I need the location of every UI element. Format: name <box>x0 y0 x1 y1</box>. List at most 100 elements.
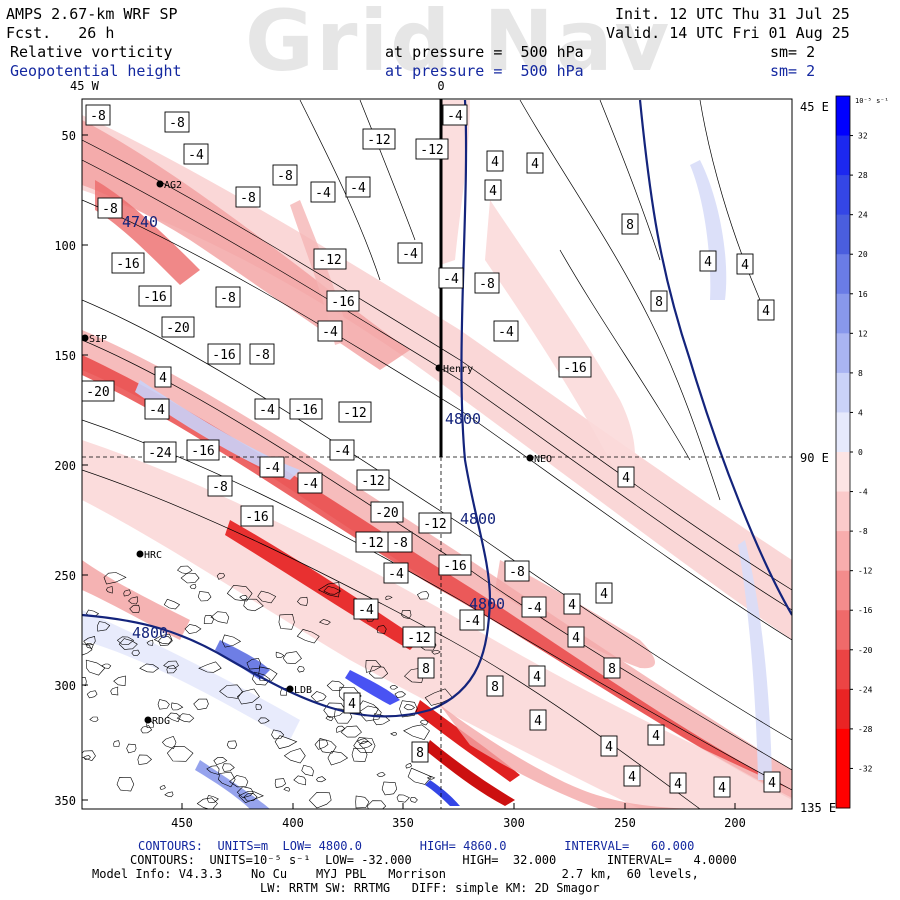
vorticity-label: -4 <box>493 320 519 342</box>
vorticity-label: 8 <box>486 675 504 697</box>
small-contour <box>128 596 139 605</box>
small-contour <box>82 750 96 761</box>
svg-text:-4: -4 <box>464 614 480 629</box>
vorticity-label: -4 <box>259 456 285 478</box>
small-contour <box>353 737 376 754</box>
vorticity-label: -4 <box>438 267 464 289</box>
vorticity-label: -8 <box>97 197 123 219</box>
vorticity-label: 4 <box>757 299 775 321</box>
small-contour <box>366 800 387 809</box>
vorticity-label: -4 <box>297 472 323 494</box>
vorticity-label: -16 <box>240 505 274 527</box>
x-tick-label: 450 <box>171 816 193 830</box>
svg-text:-12: -12 <box>343 406 366 421</box>
small-contour <box>206 795 219 803</box>
small-contour <box>246 657 261 670</box>
station-dot <box>526 454 534 462</box>
small-contour <box>85 642 94 649</box>
svg-text:4: 4 <box>622 471 630 486</box>
forecast-hour: Fcst. 26 h <box>6 24 115 42</box>
x-tick-label: 350 <box>392 816 414 830</box>
small-contour <box>189 583 197 590</box>
svg-text:4: 4 <box>768 776 776 791</box>
svg-text:-12: -12 <box>367 133 390 148</box>
small-contour <box>255 704 263 711</box>
footer-vorticity-contours: CONTOURS: UNITS=10⁻⁵ s⁻¹ LOW= -32.000 HI… <box>130 853 737 867</box>
y-tick-label: 250 <box>54 569 76 583</box>
colorbar-segment <box>836 610 850 651</box>
svg-text:-8: -8 <box>220 291 236 306</box>
small-contour <box>403 724 430 741</box>
small-contour <box>238 791 264 804</box>
svg-text:-12: -12 <box>407 631 430 646</box>
svg-text:-16: -16 <box>245 510 268 525</box>
vorticity-label: 4 <box>713 776 731 798</box>
y-tick-label: 100 <box>54 239 76 253</box>
svg-text:-8: -8 <box>254 348 270 363</box>
small-contour <box>274 778 286 788</box>
colorbar-segment <box>836 689 850 730</box>
watermark: Grid Nav <box>245 0 672 90</box>
colorbar-segment <box>836 293 850 334</box>
vorticity-label: -4 <box>353 598 379 620</box>
station-dot <box>81 334 89 342</box>
small-contour <box>355 795 370 809</box>
svg-text:8: 8 <box>422 662 430 677</box>
svg-text:-12: -12 <box>420 143 443 158</box>
station-hrc: HRC <box>144 550 162 561</box>
colorbar-segment <box>836 175 850 216</box>
vorticity-label: 8 <box>411 741 429 763</box>
vorticity-label: -4 <box>310 181 336 203</box>
vorticity-label: -4 <box>317 320 343 342</box>
small-contour <box>166 746 194 762</box>
lon-label-right-bottom: 135 E <box>800 801 836 815</box>
svg-text:4: 4 <box>159 371 167 386</box>
vorticity-label: -8 <box>235 186 261 208</box>
svg-text:-8: -8 <box>169 116 185 131</box>
x-tick-label: 300 <box>503 816 525 830</box>
svg-text:-4: -4 <box>188 148 204 163</box>
svg-text:-4: -4 <box>322 325 338 340</box>
svg-text:-8: -8 <box>102 202 118 217</box>
vorticity-label: -16 <box>138 285 172 307</box>
small-contour <box>226 740 238 749</box>
vorticity-label: -8 <box>272 164 298 186</box>
svg-text:-4: -4 <box>334 444 350 459</box>
station-dot <box>144 716 152 724</box>
vorticity-label: -8 <box>387 531 413 553</box>
vorticity-label: -4 <box>144 398 170 420</box>
vorticity-label: 4 <box>484 179 502 201</box>
vorticity-label: -4 <box>442 104 468 126</box>
small-contour <box>431 649 441 655</box>
small-contour <box>97 621 111 632</box>
small-contour <box>83 755 91 761</box>
lon-label-top-center: 0 <box>437 79 444 93</box>
vorticity-label: 4 <box>600 735 618 757</box>
vorticity-label: -8 <box>207 475 233 497</box>
small-contour <box>301 764 314 777</box>
x-tick-label: 250 <box>614 816 636 830</box>
small-contour <box>271 729 285 740</box>
svg-text:-8: -8 <box>240 191 256 206</box>
small-contour <box>140 725 153 734</box>
colorbar-label: 8 <box>858 369 863 378</box>
svg-text:4: 4 <box>674 777 682 792</box>
vorticity-label: -16 <box>111 252 145 274</box>
svg-text:-4: -4 <box>388 567 404 582</box>
vorticity-label: -8 <box>215 286 241 308</box>
small-contour <box>229 775 249 788</box>
x-tick-label: 400 <box>282 816 304 830</box>
svg-text:-8: -8 <box>277 169 293 184</box>
svg-text:4: 4 <box>572 631 580 646</box>
footer-model-info: Model Info: V4.3.3 No Cu MYJ PBL Morriso… <box>92 867 699 881</box>
colorbar-label: -24 <box>858 685 873 694</box>
small-contour <box>401 609 412 619</box>
colorbar-label: 4 <box>858 408 863 417</box>
height-labels: 4740 4800 4800 4800 4800 <box>122 213 505 642</box>
station-ag2: AG2 <box>164 180 182 191</box>
stations: AG2 SIP Henry NEO HRC LDB RDG <box>81 180 552 727</box>
colorbar-label: 20 <box>858 250 868 259</box>
station-henry: Henry <box>443 364 473 375</box>
